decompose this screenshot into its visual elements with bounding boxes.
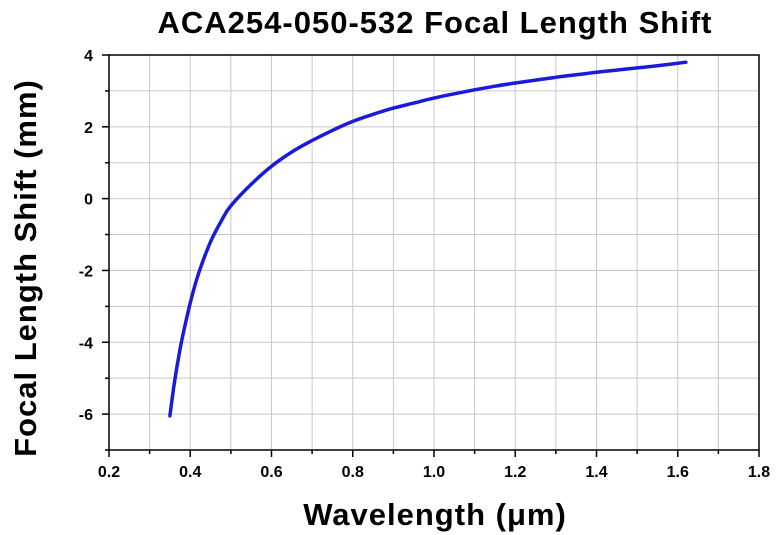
axis-ticks: [102, 54, 760, 457]
y-tick-label: -6: [79, 407, 93, 424]
y-tick-label: 0: [84, 192, 93, 209]
y-tick-label: -4: [79, 335, 93, 352]
x-tick-label: 0.2: [98, 464, 120, 481]
series-line: [168, 60, 688, 418]
y-tick-label: 4: [84, 48, 93, 65]
y-tick-label: -2: [79, 263, 93, 280]
x-tick-label: 1.4: [585, 464, 607, 481]
x-tick-label: 0.4: [179, 464, 201, 481]
x-tick-label: 1.8: [748, 464, 770, 481]
x-tick-label: 1.0: [423, 464, 445, 481]
y-tick-labels: -6 -4 -2 0 2 4: [79, 48, 93, 424]
x-tick-label: 0.8: [342, 464, 364, 481]
plot-frame: [108, 54, 760, 451]
chart-title: ACA254-050-532 Focal Length Shift: [158, 5, 713, 40]
x-tick-label: 1.2: [504, 464, 526, 481]
x-tick-label: 0.6: [260, 464, 282, 481]
x-tick-labels: 0.2 0.4 0.6 0.8 1.0 1.2 1.4 1.6 1.8: [98, 464, 770, 481]
y-tick-label: 2: [84, 120, 93, 137]
x-axis-label: Wavelength (μm): [303, 497, 567, 532]
x-tick-label: 1.6: [667, 464, 689, 481]
y-axis-label: Focal Length Shift (mm): [8, 79, 43, 457]
